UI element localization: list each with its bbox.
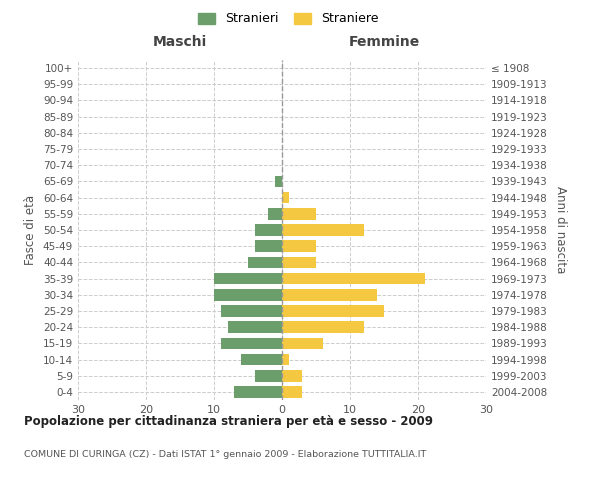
Text: COMUNE DI CURINGA (CZ) - Dati ISTAT 1° gennaio 2009 - Elaborazione TUTTITALIA.IT: COMUNE DI CURINGA (CZ) - Dati ISTAT 1° g…: [24, 450, 426, 459]
Bar: [282, 370, 302, 382]
Y-axis label: Anni di nascita: Anni di nascita: [554, 186, 567, 274]
Bar: [235, 386, 282, 398]
Legend: Stranieri, Straniere: Stranieri, Straniere: [194, 8, 382, 29]
Bar: [282, 256, 316, 268]
Bar: [282, 272, 425, 284]
Bar: [275, 176, 282, 188]
Bar: [221, 338, 282, 349]
Bar: [282, 354, 289, 366]
Bar: [282, 208, 316, 220]
Bar: [221, 305, 282, 317]
Text: Femmine: Femmine: [349, 34, 419, 48]
Bar: [241, 354, 282, 366]
Bar: [255, 370, 282, 382]
Bar: [282, 322, 364, 333]
Bar: [227, 322, 282, 333]
Bar: [282, 192, 289, 203]
Bar: [282, 240, 316, 252]
Text: Maschi: Maschi: [153, 34, 207, 48]
Bar: [282, 386, 302, 398]
Bar: [282, 338, 323, 349]
Bar: [282, 305, 384, 317]
Bar: [255, 240, 282, 252]
Text: Popolazione per cittadinanza straniera per età e sesso - 2009: Popolazione per cittadinanza straniera p…: [24, 415, 433, 428]
Bar: [248, 256, 282, 268]
Bar: [255, 224, 282, 236]
Y-axis label: Fasce di età: Fasce di età: [25, 195, 37, 265]
Bar: [214, 289, 282, 300]
Bar: [214, 272, 282, 284]
Bar: [282, 224, 364, 236]
Bar: [282, 289, 377, 300]
Bar: [268, 208, 282, 220]
